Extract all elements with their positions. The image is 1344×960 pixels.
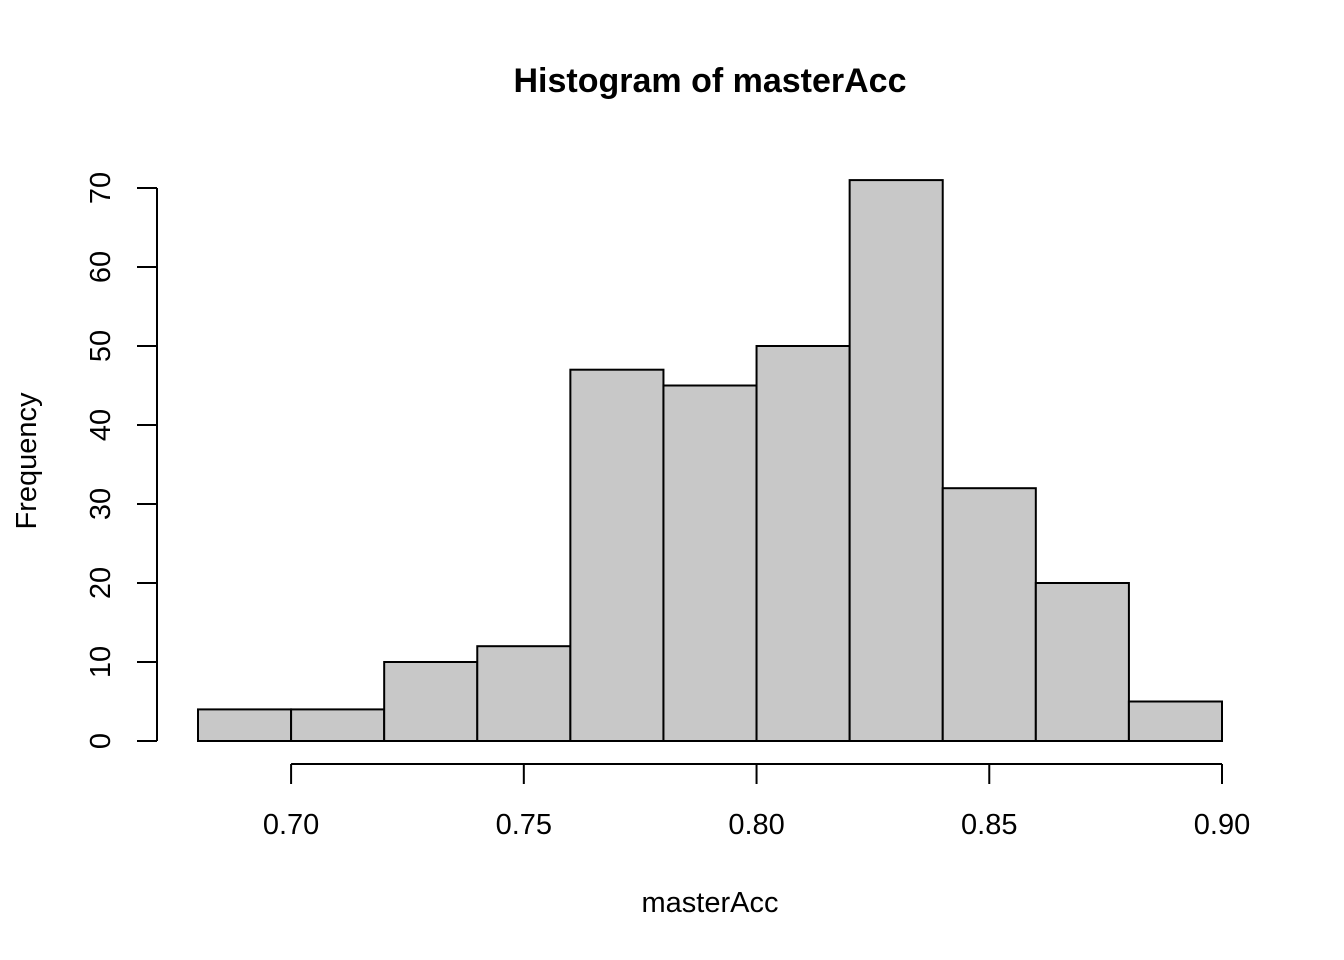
y-axis-label: Frequency [11, 392, 43, 530]
histogram-bar [848, 179, 944, 743]
histogram-bar [569, 368, 665, 742]
histogram-bar [383, 661, 479, 742]
histogram-bar [662, 384, 758, 742]
x-tick-label: 0.90 [1194, 809, 1250, 841]
histogram-bar [755, 345, 851, 742]
x-axis: 0.70 0.75 0.80 0.85 0.90 [263, 763, 1250, 841]
x-tick-label: 0.85 [961, 809, 1017, 841]
histogram-bar [476, 645, 572, 743]
y-tick-label: 10 [85, 646, 117, 678]
histogram-bar [290, 708, 386, 743]
x-tick-label: 0.80 [728, 809, 784, 841]
y-tick-label: 20 [85, 567, 117, 599]
histogram-bar [941, 487, 1037, 743]
x-tick-label: 0.75 [496, 809, 552, 841]
y-tick-label: 70 [85, 172, 117, 204]
y-tick-label: 50 [85, 330, 117, 362]
histogram-bar [197, 708, 293, 743]
y-tick-label: 60 [85, 251, 117, 283]
histogram-bar [1127, 700, 1223, 742]
chart-title: Histogram of masterAcc [513, 62, 906, 100]
bars-group [197, 179, 1223, 743]
y-tick-label: 0 [85, 733, 117, 749]
x-axis-label: masterAcc [642, 887, 779, 919]
histogram-bar [1034, 582, 1130, 742]
x-tick-label: 0.70 [263, 809, 319, 841]
y-axis: 0 10 20 30 40 50 60 70 [85, 172, 158, 749]
y-tick-label: 30 [85, 488, 117, 520]
y-tick-label: 40 [85, 409, 117, 441]
